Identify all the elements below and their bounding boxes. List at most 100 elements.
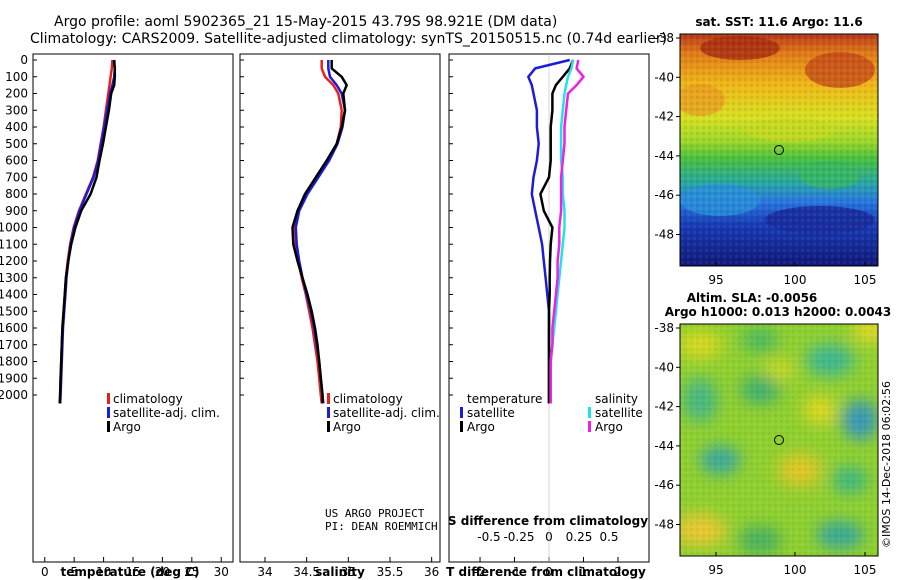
lat-tick-label: -42 bbox=[654, 110, 674, 124]
x-tick-label: 35 bbox=[341, 565, 356, 579]
depth-tick-label: 1900 bbox=[0, 371, 28, 385]
series-line-satellite-adj-clim- bbox=[58, 59, 117, 404]
legend-label-sal-argo: Argo bbox=[595, 420, 623, 434]
depth-tick-label: 1800 bbox=[0, 355, 28, 369]
sla-map-frame bbox=[679, 323, 879, 557]
lat-tick-label: -44 bbox=[654, 439, 674, 453]
x-tick-label: 15 bbox=[125, 565, 140, 579]
depth-tick-label: 200 bbox=[5, 87, 28, 101]
s-difference-xlabel: S difference from climatology bbox=[448, 514, 648, 528]
legend-label-temp-satellite: satellite bbox=[467, 406, 515, 420]
depth-tick-label: 900 bbox=[5, 204, 28, 218]
lon-tick-label: 100 bbox=[784, 563, 807, 577]
t-difference-xlabel: T difference from climatology bbox=[446, 565, 646, 579]
x-tick-label: 35.5 bbox=[377, 565, 404, 579]
legend-label-sal-satellite: satellite bbox=[595, 406, 643, 420]
legend-swatch-sal-argo bbox=[588, 421, 591, 432]
legend-heading-temperature: temperature bbox=[467, 392, 542, 406]
lon-tick-label: 105 bbox=[854, 273, 877, 287]
x-tick-label: 10 bbox=[96, 565, 111, 579]
depth-tick-label: 400 bbox=[5, 120, 28, 134]
lon-tick-label: 100 bbox=[784, 273, 807, 287]
lat-tick-label: -44 bbox=[654, 149, 674, 163]
x-tick-label: 34.5 bbox=[293, 565, 320, 579]
lon-tick-label: 105 bbox=[854, 563, 877, 577]
header-line-1: Argo profile: aoml 5902365_21 15-May-201… bbox=[54, 14, 557, 30]
legend-swatch-satellite-adj bbox=[107, 407, 110, 418]
legend-label-climatology: climatology bbox=[333, 392, 403, 406]
depth-tick-label: 1400 bbox=[0, 288, 28, 302]
legend-label-satellite-adj: satellite-adj. clim. bbox=[113, 406, 220, 420]
credit-line-2: PI: DEAN ROEMMICH bbox=[325, 520, 438, 533]
legend-label-temp-argo: Argo bbox=[467, 420, 495, 434]
series-line-satellite-adj-clim- bbox=[294, 60, 347, 404]
argo-position-marker bbox=[774, 145, 784, 155]
series-line-argo bbox=[58, 59, 117, 404]
lat-tick-label: -46 bbox=[654, 188, 674, 202]
sla-argo-height: Argo h1000: 0.013 h2000: 0.0043 bbox=[665, 305, 892, 319]
x-tick-label: 1 bbox=[580, 565, 588, 579]
depth-tick-label: 1700 bbox=[0, 338, 28, 352]
x-tick-label: 2 bbox=[614, 565, 622, 579]
x-tick-label: 30 bbox=[214, 565, 229, 579]
lat-tick-label: -40 bbox=[654, 360, 674, 374]
sst-title: sat. SST: 11.6 Argo: 11.6 bbox=[695, 15, 862, 29]
s-diff-tick-label: 0.5 bbox=[599, 530, 618, 544]
s-diff-tick-label: 0.25 bbox=[566, 530, 593, 544]
depth-tick-label: 600 bbox=[5, 154, 28, 168]
x-tick-label: -2 bbox=[474, 565, 486, 579]
lat-tick-label: -38 bbox=[654, 321, 674, 335]
salinity-xlabel: salinity bbox=[315, 565, 365, 579]
depth-tick-label: 1000 bbox=[0, 221, 28, 235]
sla-title: Altim. SLA: -0.0056 bbox=[687, 291, 818, 305]
depth-tick-label: 1600 bbox=[0, 321, 28, 335]
legend-heading-salinity: salinity bbox=[595, 392, 638, 406]
lon-tick-label: 95 bbox=[708, 273, 723, 287]
x-tick-label: 5 bbox=[70, 565, 78, 579]
depth-tick-label: 300 bbox=[5, 103, 28, 117]
x-tick-label: 0 bbox=[545, 565, 553, 579]
legend-swatch-temp-satellite bbox=[460, 407, 463, 418]
s-diff-tick-label: -0.5 bbox=[477, 530, 500, 544]
series-line-salinity-argo bbox=[549, 59, 585, 404]
x-tick-label: 25 bbox=[184, 565, 199, 579]
temperature-xlabel: temperature (deg C) bbox=[61, 565, 200, 579]
imos-timestamp: ©IMOS 14-Dec-2018 06:02:56 bbox=[880, 381, 893, 548]
series-line-salinity-satellite bbox=[549, 59, 575, 404]
sst-map bbox=[680, 34, 878, 266]
salinity-panel bbox=[239, 53, 441, 563]
x-tick-label: 0 bbox=[41, 565, 49, 579]
sst-map-frame bbox=[679, 33, 879, 267]
depth-axis: 0 100 200 300 400 500 600 700 800 900 1000 1100 1200… bbox=[0, 53, 453, 402]
x-tick-label: -1 bbox=[509, 565, 521, 579]
series-line-climatology bbox=[58, 59, 114, 404]
depth-tick-label: 1200 bbox=[0, 254, 28, 268]
series-line-argo bbox=[291, 60, 348, 404]
lat-tick-label: -46 bbox=[654, 478, 674, 492]
depth-tick-label: 0 bbox=[20, 53, 28, 67]
header-line-2: Climatology: CARS2009. Satellite-adjuste… bbox=[30, 31, 667, 47]
lat-tick-label: -42 bbox=[654, 400, 674, 414]
lat-tick-label: -48 bbox=[654, 518, 674, 532]
series-line-temperature-argo bbox=[539, 59, 575, 404]
lon-tick-label: 95 bbox=[708, 563, 723, 577]
lat-tick-label: -40 bbox=[654, 70, 674, 84]
legend-swatch-climatology bbox=[327, 393, 330, 404]
depth-tick-label: 1100 bbox=[0, 237, 28, 251]
x-tick-label: 34 bbox=[257, 565, 272, 579]
legend-swatch-temp-argo bbox=[460, 421, 463, 432]
legend-swatch-argo bbox=[107, 421, 110, 432]
s-diff-tick-label: -0.25 bbox=[503, 530, 534, 544]
sla-map bbox=[680, 324, 878, 556]
depth-tick-label: 700 bbox=[5, 170, 28, 184]
legend-label-argo: Argo bbox=[333, 420, 361, 434]
salinity-legend: climatology satellite-adj. clim. Argo US… bbox=[325, 392, 440, 533]
legend-label-argo: Argo bbox=[113, 420, 141, 434]
depth-tick-label: 2000 bbox=[0, 388, 28, 402]
argo-position-marker bbox=[774, 435, 784, 445]
legend-swatch-satellite-adj bbox=[327, 407, 330, 418]
x-tick-label: 36 bbox=[424, 565, 439, 579]
depth-tick-label: 800 bbox=[5, 187, 28, 201]
legend-swatch-sal-satellite bbox=[588, 407, 591, 418]
